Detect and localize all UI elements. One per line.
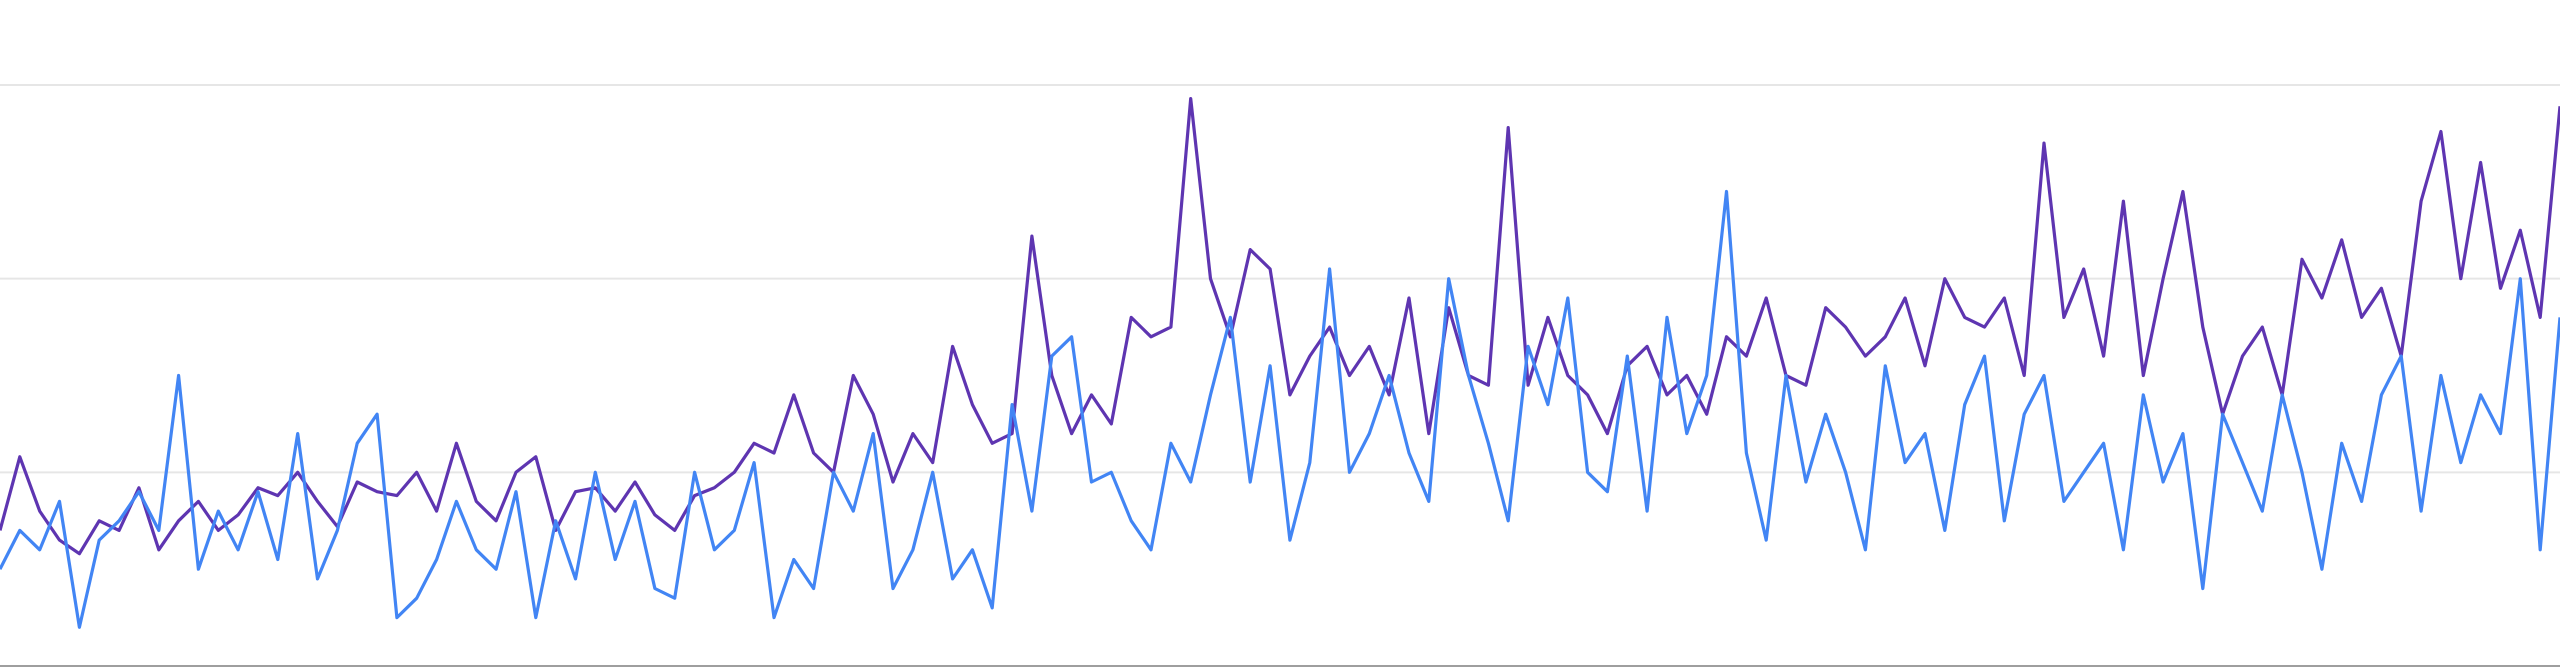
series-line (0, 189, 2560, 629)
series-line (0, 97, 2560, 556)
